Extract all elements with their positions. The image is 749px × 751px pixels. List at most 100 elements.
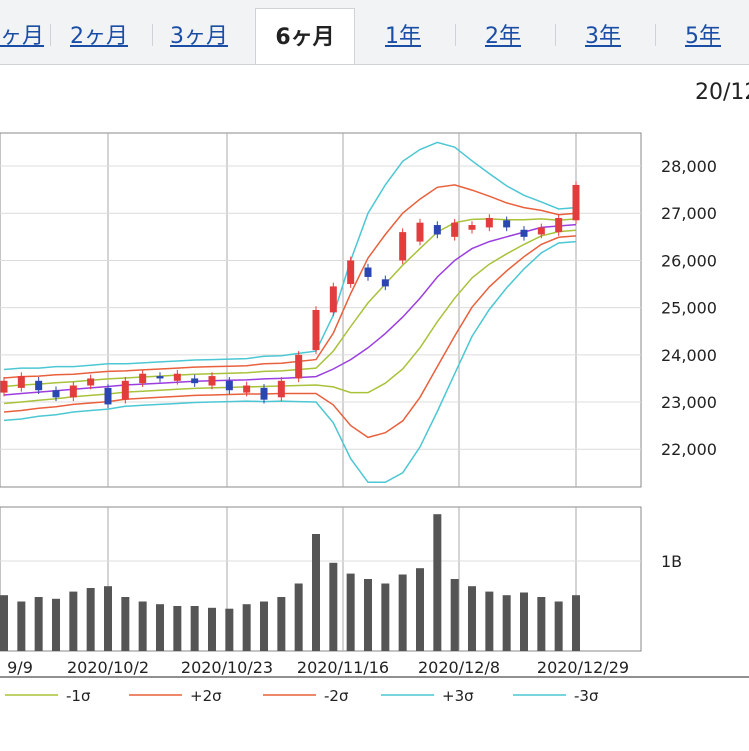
volume-bar	[364, 579, 372, 651]
candle-body	[416, 222, 424, 242]
tab-separator	[50, 24, 51, 46]
candle-body	[52, 390, 60, 398]
volume-bar	[225, 608, 234, 651]
volume-bar	[86, 588, 95, 651]
candle-body	[503, 220, 511, 228]
candle-body	[225, 380, 233, 391]
volume-bar	[554, 601, 563, 651]
y-tick-label: 28,000	[661, 157, 717, 176]
candle-body	[364, 267, 372, 277]
x-tick-label: 2020/12/8	[418, 658, 500, 677]
candle-body	[0, 380, 8, 393]
candle-body	[191, 378, 199, 384]
tab-2-years[interactable]: 2年	[485, 24, 521, 49]
candle-body	[243, 385, 251, 393]
volume-bar	[346, 573, 355, 651]
tab-separator	[655, 24, 656, 46]
y-tick-label: 24,000	[661, 346, 717, 365]
candle-body	[156, 376, 164, 379]
volume-bar	[381, 583, 390, 651]
volume-bar	[572, 595, 580, 651]
tab-6-months[interactable]: 6ヶ月	[255, 8, 355, 64]
candle-body	[347, 260, 355, 285]
tab-3-years[interactable]: 3年	[585, 24, 621, 49]
volume-bar	[69, 591, 78, 651]
volume-bar	[468, 586, 476, 651]
y-tick-label: 27,000	[661, 204, 717, 223]
candle-body	[555, 217, 563, 233]
candle-body	[87, 378, 95, 386]
tab-3-months[interactable]: 3ヶ月	[170, 24, 228, 49]
volume-bar	[242, 604, 251, 651]
volume-bar	[260, 601, 268, 651]
plus-1-sigma-line	[3, 218, 577, 388]
volume-bar	[485, 591, 494, 651]
volume-bar	[208, 607, 216, 651]
y-axis-labels: 28,000 27,000 26,000 25,000 24,000 23,000 22,0…	[661, 157, 717, 571]
volume-bar	[329, 562, 338, 651]
minus-3-sigma-line	[3, 240, 577, 484]
x-tick-label: 2020/10/23	[181, 658, 273, 677]
volume-grid	[0, 506, 642, 652]
candle-body	[260, 387, 268, 400]
candle-body	[468, 225, 476, 230]
candle-body	[312, 310, 320, 351]
x-tick-label: 2020/10/2	[67, 658, 149, 677]
x-axis-labels: 9/9 2020/10/2 2020/10/23 2020/11/16 2020/12/…	[7, 658, 629, 677]
volume-bar	[104, 586, 112, 651]
plus-3-sigma-line	[3, 141, 577, 371]
price-panel-frame	[0, 132, 642, 488]
volume-bar	[312, 534, 320, 651]
candle-body	[485, 217, 493, 228]
candle-body	[17, 376, 25, 388]
legend-label: -2σ	[324, 687, 349, 705]
legend-label: +2σ	[190, 687, 222, 705]
tab-1-month[interactable]: ヶ月	[0, 24, 45, 49]
volume-bar	[398, 574, 407, 651]
candle-body	[433, 225, 441, 235]
candle-body	[381, 279, 389, 287]
volume-bar	[0, 595, 8, 651]
candle-body	[520, 229, 528, 237]
candle-body	[399, 232, 407, 261]
candle-body	[329, 286, 337, 313]
volume-bar	[34, 597, 43, 651]
volume-bar	[294, 583, 303, 651]
minus-2-sigma-line	[3, 235, 577, 439]
candle-body	[277, 380, 285, 398]
candle-body	[451, 222, 459, 237]
price-grid	[0, 132, 642, 488]
legend-label: -1σ	[66, 687, 91, 705]
volume-bar	[416, 568, 424, 651]
candle-body	[295, 354, 303, 379]
date-label: 20/12	[695, 80, 749, 105]
candlesticks	[0, 181, 580, 409]
volume-bar	[433, 514, 442, 651]
tab-2-months[interactable]: 2ヶ月	[70, 24, 128, 49]
legend-label: -3σ	[574, 687, 599, 705]
legend: -1σ +2σ -2σ +3σ -3σ	[0, 676, 749, 705]
moving-average-line	[3, 223, 577, 396]
candle-body	[121, 380, 129, 400]
tab-5-years[interactable]: 5年	[685, 24, 721, 49]
candle-body	[173, 373, 181, 381]
volume-bar	[190, 606, 199, 651]
candle-body	[208, 376, 216, 386]
volume-bar	[450, 579, 459, 651]
candle-body	[69, 385, 77, 398]
volume-bar	[52, 598, 60, 651]
y-tick-label: 26,000	[661, 251, 717, 270]
x-tick-label: 9/9	[7, 658, 33, 677]
tab-1-year[interactable]: 1年	[385, 24, 421, 49]
legend-label: +3σ	[442, 687, 474, 705]
volume-bar	[520, 592, 528, 651]
volume-bar	[138, 601, 147, 651]
volume-tick-label: 1B	[661, 552, 682, 571]
tab-separator	[455, 24, 456, 46]
volume-panel-frame	[0, 506, 642, 652]
minus-1-sigma-line	[3, 229, 577, 405]
candle-body	[35, 380, 43, 391]
plus-2-sigma-line	[3, 184, 577, 379]
x-tick-label: 2020/11/16	[297, 658, 389, 677]
candle-body	[139, 373, 147, 384]
